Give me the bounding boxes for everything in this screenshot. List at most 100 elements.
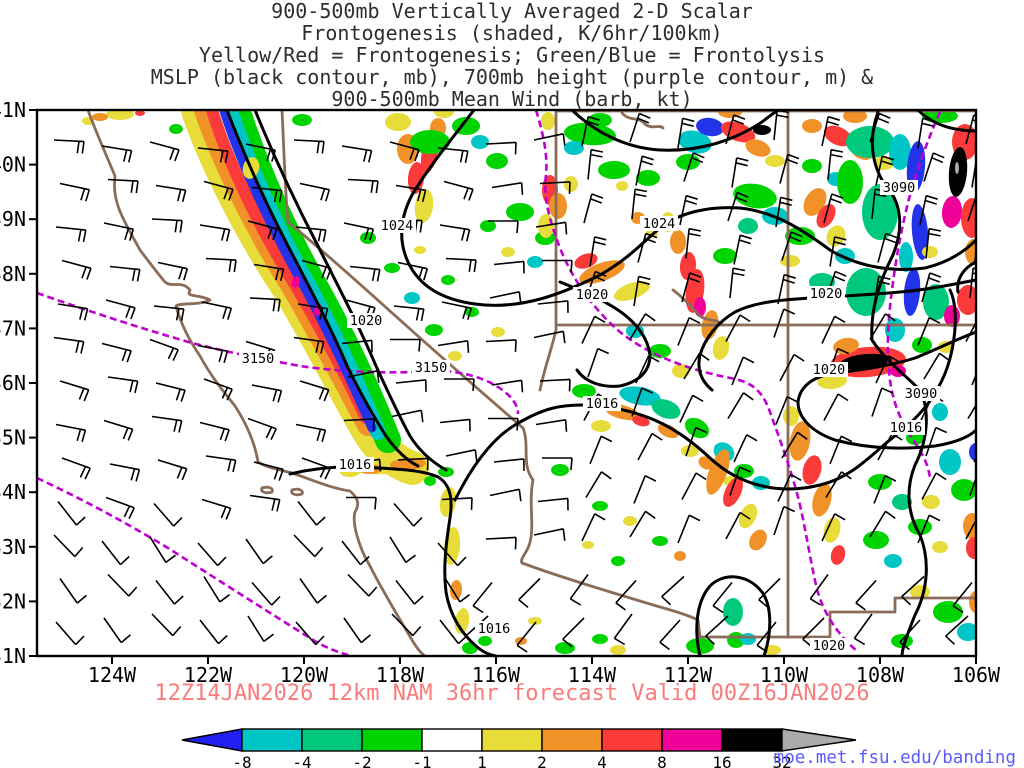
wind-barb: [681, 272, 702, 303]
frontogenesis-blob: [384, 263, 400, 273]
lat-label: 38N: [0, 262, 26, 286]
frontogenesis-blob: [961, 198, 976, 238]
site-link[interactable]: moe.met.fsu.edu/banding: [774, 748, 1016, 768]
wind-barb: [587, 347, 610, 378]
frontogenesis-blob: [636, 170, 660, 186]
contour-label-box: [887, 420, 925, 435]
frontogenesis-blob: [843, 110, 867, 123]
wind-barb: [105, 299, 136, 320]
frontogenesis-blob: [932, 541, 948, 553]
wind-barb: [533, 330, 566, 344]
lon-label: 106W: [952, 663, 1001, 687]
colorbar-tick-label: 8: [657, 753, 667, 768]
wind-barb: [677, 514, 701, 544]
contour-label-box: [810, 362, 848, 377]
frontogenesis-blob: [733, 183, 777, 209]
wind-barb: [629, 112, 651, 143]
wind-barb: [349, 265, 381, 282]
frontogenesis-blob: [135, 110, 145, 116]
frontogenesis-blob: [592, 634, 608, 644]
frontogenesis-blob: [823, 517, 841, 543]
frontogenesis-blob: [291, 276, 301, 288]
frontogenesis-blob: [803, 188, 827, 216]
wind-barb: [253, 263, 285, 281]
title-line-5: 900-500mb Mean Wind (barb, kt): [331, 87, 692, 111]
frontogenesis-blob: [434, 110, 454, 118]
wind-barb: [491, 182, 524, 195]
mslp-contour: [570, 110, 782, 152]
wind-barb: [925, 227, 942, 259]
wind-barb: [923, 152, 945, 182]
colorbar-tick-label: -8: [232, 753, 251, 768]
frontogenesis-blob: [106, 110, 134, 120]
wind-barb: [389, 141, 420, 162]
wind-barb: [149, 141, 180, 162]
contour-labels-layer: 1024 1024 1020 1020 1020 1020 1020 1016 1016 1016…: [239, 180, 940, 654]
wind-barb: [581, 115, 600, 147]
wind-barb: [247, 220, 278, 241]
wind-barb: [205, 455, 237, 473]
lon-label: 118W: [376, 663, 425, 687]
colorbar-segment: [601, 728, 663, 752]
wind-barb: [101, 540, 130, 566]
contour-label-box: [880, 180, 918, 195]
wind-barb: [395, 580, 424, 605]
wind-barb: [613, 613, 633, 646]
frontogenesis-blob: [826, 225, 846, 247]
wind-barb: [472, 581, 493, 614]
frontogenesis-blob: [674, 551, 686, 561]
frontogenesis-blob: [541, 112, 555, 130]
wind-barb: [733, 234, 752, 265]
wind-barb: [485, 141, 517, 155]
wind-barb: [251, 384, 283, 403]
frontogenesis-blob: [610, 645, 626, 655]
state-border: [86, 110, 427, 656]
wind-barb: [103, 419, 134, 441]
contour-label: 1016: [339, 457, 372, 473]
wind-barb: [731, 356, 755, 386]
frontogenesis-blob: [657, 423, 679, 439]
wind-barb: [683, 152, 705, 182]
frontogenesis-blob: [572, 384, 596, 398]
wind-barb: [729, 466, 752, 496]
wind-barb: [952, 581, 973, 614]
wind-barb: [203, 576, 230, 603]
wind-barb: [205, 257, 237, 273]
wind-barb: [59, 380, 90, 402]
wind-barb: [705, 615, 729, 645]
contour-label-box: [239, 351, 277, 366]
wind-barb: [637, 232, 658, 263]
frontogenesis-blob: [564, 122, 616, 146]
wind-barb: [295, 621, 325, 646]
wind-barb: [343, 418, 375, 431]
map-frame: 41N 40N 39N 38N 37N 36N 35N 34N 33N 32N 31N 124W 122…: [0, 98, 1001, 687]
wind-barb: [917, 316, 941, 346]
wind-barb: [781, 231, 803, 261]
wind-barb: [677, 117, 695, 149]
wind-barb: [109, 265, 141, 282]
wind-barb: [343, 617, 371, 644]
wind-barb: [533, 133, 566, 146]
wind-barb: [55, 621, 85, 646]
contour-label-box: [807, 286, 845, 301]
frontogenesis-blob: [941, 196, 963, 228]
frontogenesis-blob: [823, 125, 853, 147]
frontogenesis-blob: [955, 162, 959, 174]
wind-barb: [107, 376, 139, 394]
frontogenesis-blob: [712, 336, 730, 360]
wind-barb: [59, 182, 91, 202]
wind-barb: [149, 536, 176, 564]
wind-barb: [681, 472, 707, 500]
wind-barb: [775, 196, 793, 228]
wind-barb: [589, 236, 607, 267]
colorbar-tick-label: -4: [292, 753, 311, 768]
contour-label: 1020: [576, 287, 609, 303]
lon-label: 120W: [280, 663, 329, 687]
frontogenesis-blob: [863, 531, 889, 549]
lon-label: 116W: [472, 663, 521, 687]
frontogenesis-blob: [969, 443, 976, 461]
wind-barb: [103, 222, 135, 241]
colorbar-segment: [661, 728, 723, 752]
frontogenesis-blob: [957, 623, 976, 641]
